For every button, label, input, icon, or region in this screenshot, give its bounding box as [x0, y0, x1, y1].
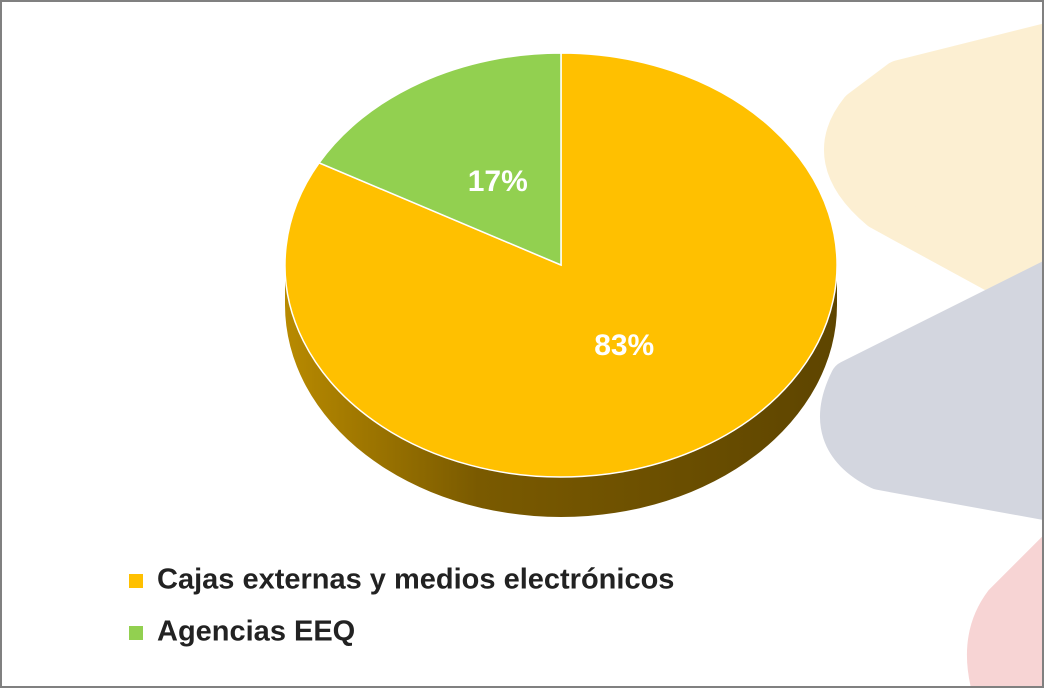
legend: Cajas externas y medios electrónicos Agen…: [129, 564, 674, 648]
pie-slice: [317, 52, 562, 267]
data-label: 17%: [468, 165, 528, 198]
legend-swatch: [129, 574, 143, 588]
deco-yellow: [824, 23, 1042, 322]
pie-slice: [284, 52, 838, 478]
background-shapes: [820, 23, 1042, 686]
deco-pink: [967, 536, 1042, 686]
pie-side: [285, 265, 837, 517]
data-label: 83%: [594, 329, 654, 362]
deco-gray: [820, 261, 1042, 520]
legend-label: Agencias EEQ: [157, 616, 355, 648]
pie: 83% 17%: [284, 52, 838, 517]
legend-label: Cajas externas y medios electrónicos: [157, 564, 674, 596]
legend-swatch: [129, 626, 143, 640]
